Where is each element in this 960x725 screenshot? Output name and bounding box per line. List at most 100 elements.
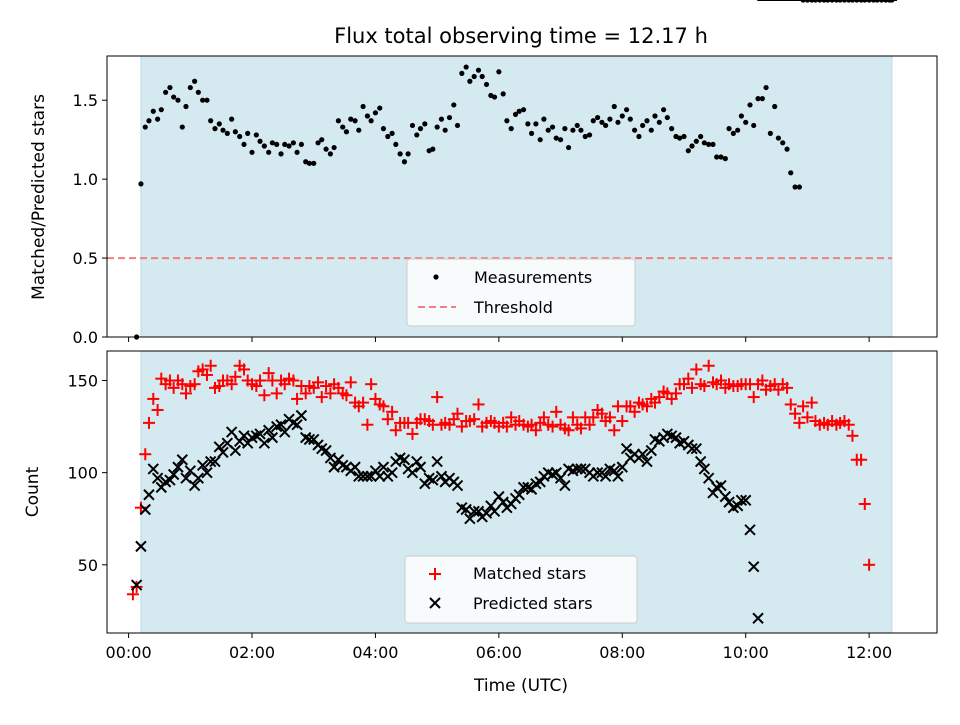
measurement-point: [594, 114, 601, 121]
x-tick-label: 00:00: [106, 643, 152, 662]
matched-star-point: [237, 363, 250, 376]
matched-star-point: [537, 411, 550, 424]
matched-star-point: [324, 387, 337, 400]
predicted-star-point: [427, 474, 439, 486]
measurement-point: [430, 146, 436, 152]
x-stroke-b: [184, 465, 197, 477]
predicted-star-point: [213, 441, 226, 453]
measurement-point: [257, 138, 263, 144]
top-panel: 0.0 0.5 1.0 1.5 Matched/Predicted stars Mea…: [29, 0, 938, 347]
measurement-point: [454, 122, 461, 129]
predicted-star-point: [715, 479, 727, 492]
measurement-point: [578, 127, 584, 133]
matched-star-point: [801, 411, 814, 424]
x-stroke-b: [698, 463, 711, 475]
top-legend-box: [406, 258, 636, 327]
matched-star-point: [505, 411, 518, 424]
bottom-y-ticks: 50 100 150: [67, 371, 107, 575]
predicted-star-point: [266, 431, 279, 444]
measurement-point: [368, 118, 374, 124]
x-stroke-b: [377, 461, 390, 473]
matched-star-point: [500, 420, 513, 433]
top-legend: Measurements Threshold: [406, 258, 636, 327]
predicted-star-point: [559, 479, 571, 492]
measurement-point: [755, 96, 761, 102]
matched-star-point: [846, 429, 859, 442]
predicted-star-point: [670, 431, 682, 444]
measurement-point: [183, 103, 189, 110]
measurement-point: [187, 84, 193, 91]
predicted-star-point: [204, 455, 217, 468]
legend-predicted-marker: [429, 597, 441, 609]
measurement-point: [364, 113, 371, 119]
measurement-point: [788, 170, 794, 176]
x-stroke-b: [225, 426, 238, 438]
measurement-point: [414, 132, 420, 138]
measurement-point: [434, 124, 440, 130]
matched-star-point: [254, 374, 267, 387]
predicted-star-point: [295, 409, 308, 422]
measurement-point: [146, 118, 152, 124]
predicted-star-point: [702, 472, 715, 484]
predicted-star-point: [739, 494, 752, 507]
measurement-point: [204, 97, 210, 103]
predicted-star-point: [719, 490, 732, 503]
measurement-point: [784, 146, 790, 152]
x-stroke-b: [172, 461, 184, 473]
measurement-point: [685, 148, 691, 154]
predicted-star-point: [451, 479, 464, 492]
predicted-star-point: [411, 455, 423, 468]
predicted-star-point: [130, 579, 143, 591]
measurement-points: [134, 0, 895, 340]
matched-star-point: [287, 374, 300, 387]
x-stroke-b: [266, 431, 279, 444]
measurement-point: [718, 154, 724, 160]
measurement-point: [179, 124, 185, 130]
measurement-point: [401, 159, 408, 165]
measurement-point: [607, 116, 613, 122]
x-stroke-b: [468, 505, 480, 518]
x-stroke-b: [752, 612, 764, 624]
predicted-star-point: [645, 444, 657, 457]
measurement-point: [471, 73, 477, 80]
x-stroke-b: [731, 500, 744, 512]
bottom-x-ticks: 00:00 02:00 04:00 06:00 08:00 10:00 12:00: [106, 633, 892, 662]
y-tick-label: 150: [67, 371, 98, 390]
matched-star-point: [669, 387, 682, 400]
matched-star-point: [344, 376, 357, 389]
predicted-star-point: [612, 470, 624, 483]
measurement-point: [278, 151, 284, 157]
measurement-point: [372, 110, 379, 116]
x-stroke-b: [480, 507, 493, 519]
measurement-point: [377, 105, 383, 111]
x-stroke-b: [353, 470, 365, 483]
predicted-star-point: [229, 444, 242, 457]
legend-measurements-label: Measurements: [474, 268, 592, 287]
matched-star-point: [842, 418, 855, 431]
x-stroke-b: [431, 455, 443, 468]
measurement-point: [714, 154, 720, 160]
predicted-star-point: [279, 426, 291, 438]
top-x-ticks: [128, 337, 870, 342]
matched-star-point: [690, 363, 703, 376]
x-stroke-b: [599, 470, 612, 483]
matched-star-point: [640, 400, 653, 413]
measurement-point: [619, 113, 625, 119]
x-stroke-b: [316, 442, 328, 455]
x-stroke-b: [661, 428, 674, 440]
x-stroke-b: [612, 470, 624, 483]
measurement-point: [652, 113, 658, 119]
matched-star-point: [126, 588, 139, 601]
top-y-ticks: 0.0 0.5 1.0 1.5: [73, 91, 107, 347]
x-stroke-b: [386, 466, 398, 479]
measurement-point: [533, 121, 539, 127]
matched-star-point: [200, 368, 213, 381]
x-stroke-b: [735, 494, 748, 507]
measurement-point: [730, 130, 736, 136]
x-stroke-b: [686, 442, 698, 455]
matched-star-point: [357, 396, 370, 409]
measurement-point: [623, 107, 630, 113]
measurement-point: [726, 126, 732, 132]
x-axis-label: Time (UTC): [473, 676, 568, 696]
legend-threshold-label: Threshold: [473, 298, 553, 317]
